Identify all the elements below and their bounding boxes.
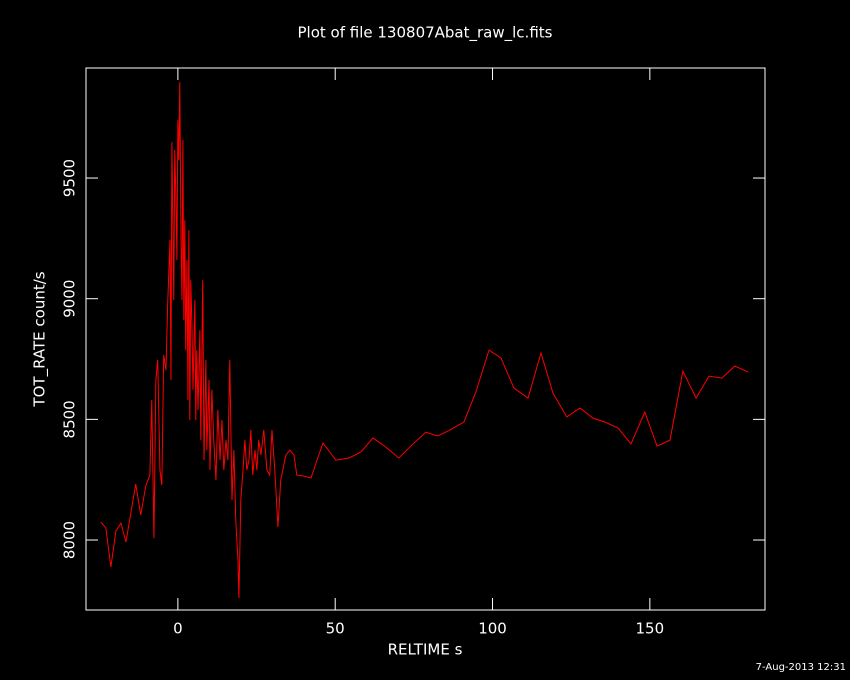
x-tick-label: 150 (636, 620, 665, 638)
y-axis-label: TOT_RATE count/s (31, 271, 50, 407)
data-line (100, 82, 749, 598)
chart-title: Plot of file 130807Abat_raw_lc.fits (298, 24, 553, 43)
x-axis-label: RELTIME s (388, 641, 463, 659)
y-tick-label: 9500 (61, 159, 79, 197)
timestamp: 7-Aug-2013 12:31 (756, 662, 846, 673)
x-tick-label: 100 (478, 620, 507, 638)
y-tick-label: 8000 (61, 521, 79, 559)
x-tick-label: 0 (173, 620, 183, 638)
plot-frame (85, 67, 766, 611)
x-tick-label: 50 (326, 620, 345, 638)
y-tick-label: 9000 (61, 280, 79, 318)
y-tick-label: 8500 (61, 400, 79, 438)
